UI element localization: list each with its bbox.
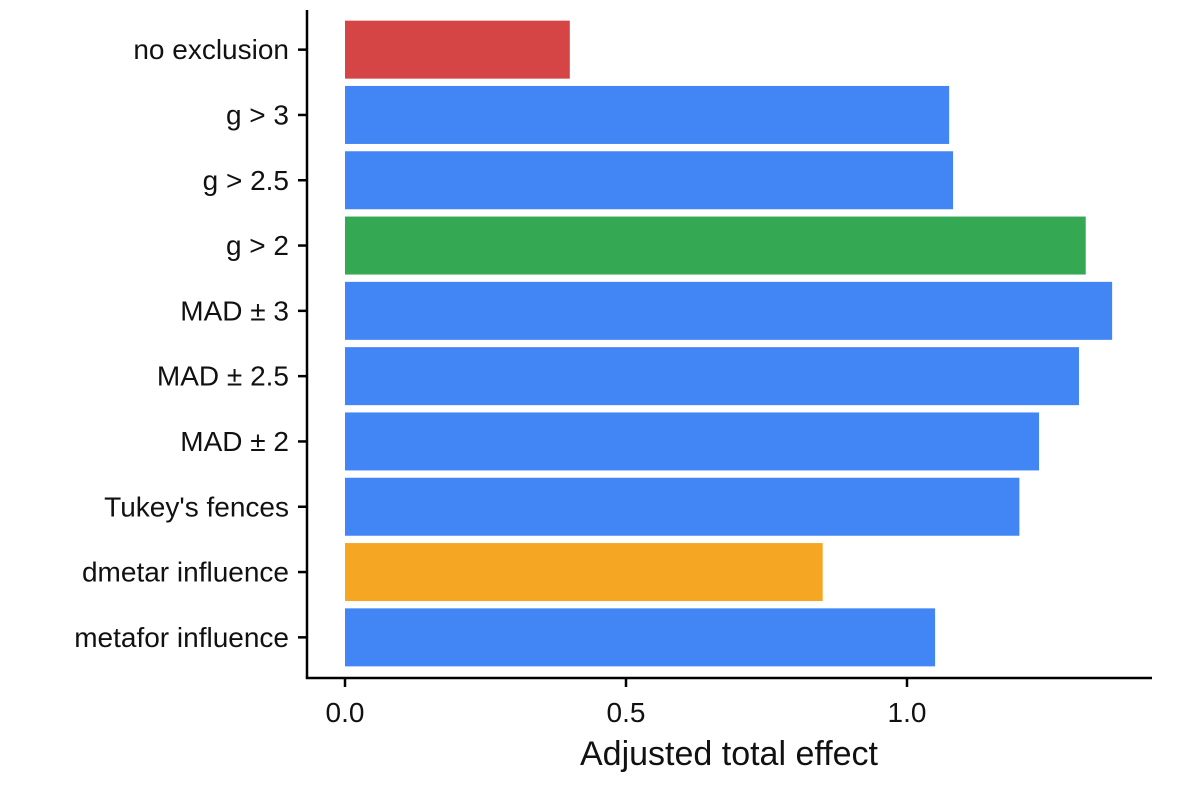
x-axis-ticks: 0.0 0.5 1.0 (326, 678, 927, 728)
bar-dmetar-influence (345, 543, 823, 602)
y-tick-label-g-2-5: g > 2.5 (203, 165, 289, 196)
y-tick-label-mad-2: MAD ± 2 (180, 426, 289, 457)
x-tick-label-1-0: 1.0 (888, 697, 927, 728)
y-tick-label-g-3: g > 3 (226, 99, 289, 130)
y-tick-label-mad-2-5: MAD ± 2.5 (157, 361, 289, 392)
bars (345, 20, 1113, 667)
bar-mad-3 (345, 281, 1113, 340)
y-tick-label-no-exclusion: no exclusion (133, 34, 289, 65)
bar-g-2 (345, 216, 1086, 275)
bar-tukey-s-fences (345, 477, 1020, 536)
x-tick-label-0-0: 0.0 (326, 697, 365, 728)
y-tick-label-mad-3: MAD ± 3 (180, 295, 289, 326)
y-tick-label-tukey-s-fences: Tukey's fences (104, 491, 289, 522)
bar-no-exclusion (345, 20, 570, 79)
bar-mad-2-5 (345, 347, 1079, 406)
y-tick-label-metafor-influence: metafor influence (74, 622, 289, 653)
bar-mad-2 (345, 412, 1040, 471)
y-tick-label-g-2: g > 2 (226, 230, 289, 261)
y-axis-ticks: no exclusion g > 3 g > 2.5 g > 2 MAD ± 3 MAD … (74, 34, 307, 653)
y-tick-label-dmetar-influence: dmetar influence (82, 557, 289, 588)
x-axis-title: Adjusted total effect (580, 735, 879, 773)
bar-g-2-5 (345, 151, 954, 210)
bar-metafor-influence (345, 608, 936, 667)
x-tick-label-0-5: 0.5 (607, 697, 646, 728)
bar-g-3 (345, 85, 950, 144)
